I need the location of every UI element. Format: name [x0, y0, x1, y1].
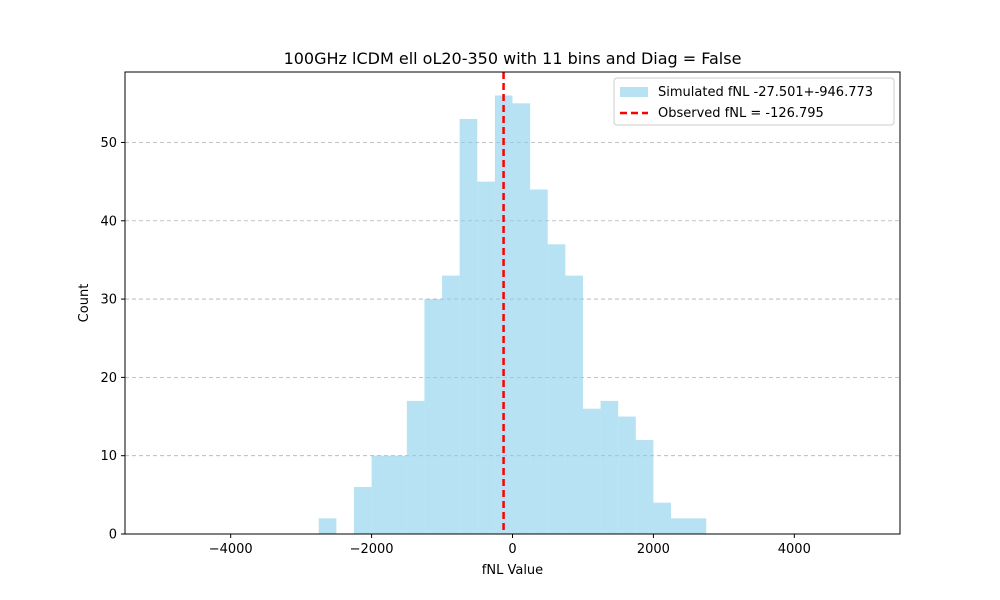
histogram-bar: [442, 275, 460, 534]
histogram-bar: [371, 455, 407, 534]
histogram-bar: [530, 189, 548, 534]
y-axis-ticks: 0 10 20 30 40 50: [100, 136, 125, 543]
histogram-bar: [653, 502, 672, 534]
histogram-bar: [406, 400, 425, 534]
histogram-bar: [600, 400, 619, 534]
histogram-bar: [565, 275, 583, 534]
histogram-bar: [671, 518, 707, 534]
y-tick-label: 20: [100, 371, 117, 386]
legend-label-observed: Observed fNL = -126.795: [658, 106, 824, 121]
chart-title: 100GHz lCDM ell oL20-350 with 11 bins an…: [284, 49, 742, 68]
y-axis-label: Count: [77, 284, 92, 323]
histogram-bar: [459, 118, 478, 535]
x-axis-ticks: −4000 −2000 0 2000 4000: [209, 534, 811, 557]
legend: Simulated fNL -27.501+-946.773 Observed …: [613, 77, 895, 126]
histogram-bar: [318, 518, 337, 534]
legend-swatch-simulated: [620, 87, 648, 97]
x-tick-label: 4000: [778, 542, 811, 557]
histogram-bar: [618, 416, 636, 534]
x-tick-label: −2000: [350, 542, 394, 557]
histogram-bar: [477, 181, 495, 534]
legend-box: [613, 77, 895, 126]
histogram-bar: [635, 440, 654, 534]
histogram-bar: [582, 408, 601, 534]
legend-label-simulated: Simulated fNL -27.501+-946.773: [658, 85, 873, 100]
histogram-bar: [512, 103, 531, 535]
y-tick-label: 30: [100, 293, 117, 308]
histogram-bar: [424, 299, 443, 534]
histogram-bar: [353, 487, 372, 534]
y-tick-label: 0: [109, 528, 117, 543]
x-tick-label: −4000: [209, 542, 253, 557]
histogram-bar: [547, 244, 566, 534]
y-tick-label: 40: [100, 214, 117, 229]
y-tick-label: 10: [100, 449, 117, 464]
x-tick-label: 0: [508, 542, 516, 557]
y-tick-label: 50: [100, 136, 117, 151]
x-axis-label: fNL Value: [482, 563, 543, 578]
x-tick-label: 2000: [637, 542, 670, 557]
